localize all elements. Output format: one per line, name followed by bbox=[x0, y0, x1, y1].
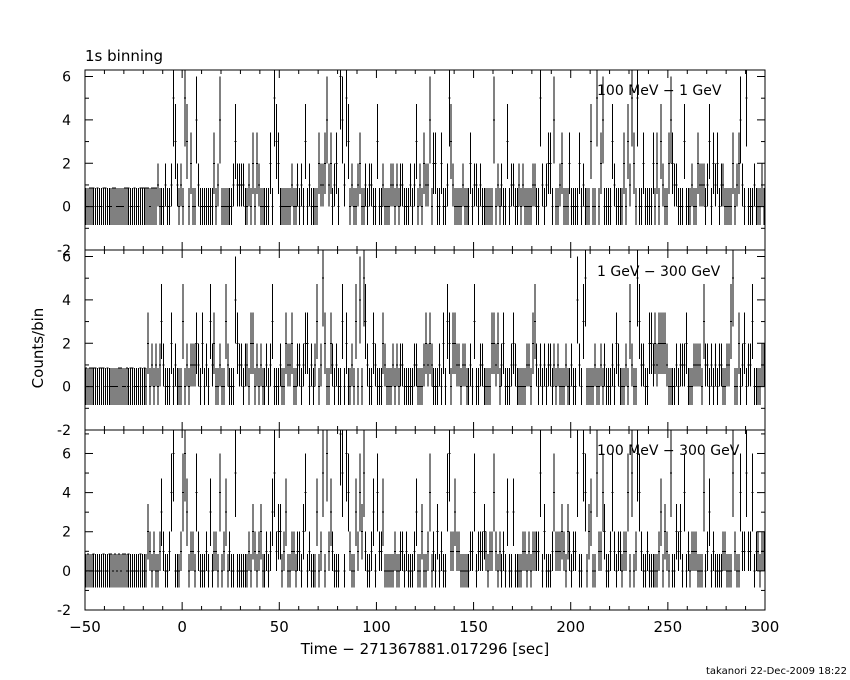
x-tick-label: 300 bbox=[751, 618, 780, 636]
x-tick-label: 0 bbox=[177, 618, 187, 636]
footer-stamp: takanori 22-Dec-2009 18:22 bbox=[706, 666, 847, 677]
panel-bottom-frame bbox=[84, 429, 766, 611]
panel-top-bars bbox=[85, 70, 765, 226]
y-tick-label: 2 bbox=[62, 156, 71, 172]
y-tick-label: 0 bbox=[62, 200, 71, 216]
y-tick-label: 2 bbox=[62, 336, 71, 352]
y-axis-label: Counts/bin bbox=[29, 308, 47, 389]
x-tick-label: 150 bbox=[459, 618, 488, 636]
x-tick-label: −50 bbox=[69, 618, 101, 636]
panel-middle: -2 0 2 4 6 1 GeV − 300 GeV bbox=[57, 249, 766, 439]
x-axis-label: Time − 271367881.017296 [sec] bbox=[300, 640, 550, 658]
y-tick-label: 4 bbox=[62, 113, 71, 129]
panel-middle-ticks bbox=[84, 250, 766, 431]
binning-label: 1s binning bbox=[85, 47, 163, 65]
panel-middle-bars bbox=[85, 250, 765, 406]
y-tick-label: 6 bbox=[62, 446, 71, 462]
y-tick-label: 0 bbox=[62, 564, 71, 580]
y-tick-label: -2 bbox=[57, 423, 71, 439]
y-tick-label: 4 bbox=[62, 293, 71, 309]
panel-bottom-ytick-labels: -2 0 2 4 6 bbox=[57, 446, 71, 619]
y-tick-label: 6 bbox=[62, 70, 71, 86]
y-tick-label: 0 bbox=[62, 380, 71, 396]
x-tick-label: 200 bbox=[556, 618, 585, 636]
panel-bottom-xtick-labels: −50 0 50 100 150 200 250 300 bbox=[69, 618, 779, 636]
x-tick-label: 250 bbox=[654, 618, 683, 636]
panel-middle-energy-label: 1 GeV − 300 GeV bbox=[597, 264, 721, 280]
panel-top: -2 0 2 4 6 100 MeV − 1 GeV bbox=[57, 69, 766, 259]
y-tick-label: -2 bbox=[57, 243, 71, 259]
y-tick-label: 6 bbox=[62, 250, 71, 266]
panel-bottom-ticks bbox=[84, 430, 766, 611]
y-tick-label: -2 bbox=[57, 603, 71, 619]
panel-top-energy-label: 100 MeV − 1 GeV bbox=[597, 83, 722, 99]
panel-bottom-energy-label: 100 MeV − 300 GeV bbox=[597, 443, 740, 459]
panel-middle-ytick-labels: -2 0 2 4 6 bbox=[57, 250, 71, 439]
x-tick-label: 50 bbox=[270, 618, 289, 636]
panel-bottom: -2 0 2 4 6 −50 0 50 100 150 200 250 300 100 MeV − 3… bbox=[57, 429, 779, 636]
y-tick-label: 4 bbox=[62, 486, 71, 502]
panel-bottom-bars bbox=[85, 430, 765, 588]
x-tick-label: 100 bbox=[362, 618, 391, 636]
y-tick-label: 2 bbox=[62, 525, 71, 541]
panel-top-ytick-labels: -2 0 2 4 6 bbox=[57, 70, 71, 259]
